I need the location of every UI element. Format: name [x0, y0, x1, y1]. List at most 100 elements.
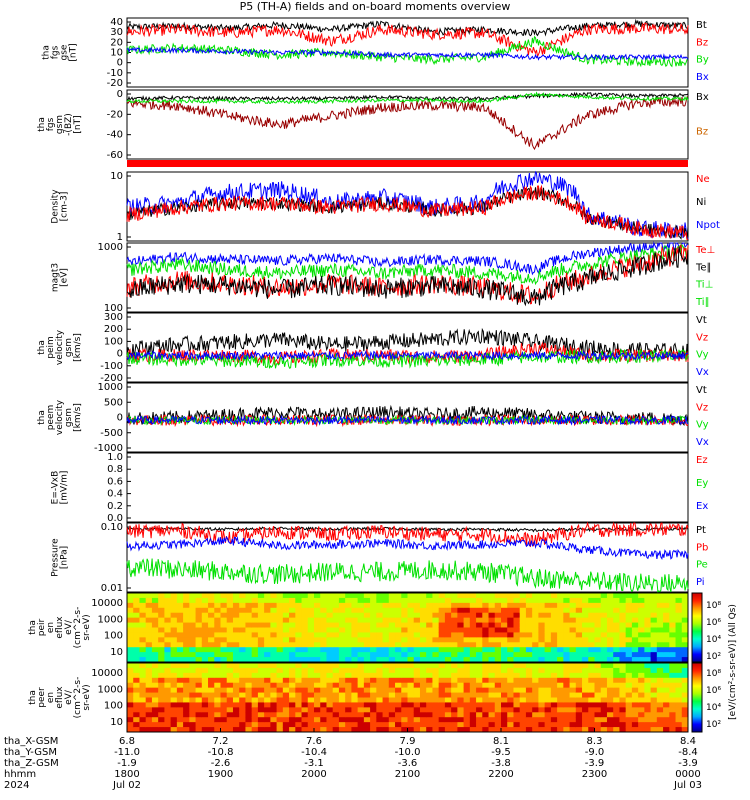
heatmap-cell	[575, 612, 583, 619]
heatmap-cell	[457, 682, 465, 689]
heatmap-cell	[332, 597, 340, 604]
heatmap-cell	[494, 617, 502, 624]
heatmap-cell	[488, 692, 496, 698]
heatmap-cell	[370, 667, 377, 674]
heatmap-cell	[401, 652, 408, 658]
ytick-label: 200	[104, 324, 123, 335]
heatmap-cell	[363, 597, 371, 604]
heatmap-cell	[544, 597, 552, 604]
heatmap-cell	[370, 652, 377, 658]
heatmap-cell	[257, 637, 265, 643]
heatmap-cell	[519, 672, 527, 679]
ylabel-fgs-gse: [nT]	[69, 43, 79, 61]
heatmap-cell	[133, 722, 140, 728]
heatmap-cell	[563, 663, 571, 669]
heatmap-cell	[513, 677, 521, 684]
heatmap-cell	[127, 647, 134, 653]
ytick-label: 10000	[91, 668, 123, 679]
heatmap-cell	[183, 642, 190, 648]
heatmap-cell	[600, 722, 608, 728]
heatmap-cell	[195, 597, 203, 604]
heatmap-cell	[413, 692, 421, 698]
heatmap-cell	[575, 657, 583, 663]
heatmap-cell	[189, 597, 197, 604]
heatmap-cell	[606, 702, 614, 708]
heatmap-cell	[413, 652, 421, 658]
heatmap-cell	[594, 663, 602, 669]
heatmap-cell	[519, 663, 527, 669]
heatmap-cell	[463, 702, 471, 708]
heatmap-cell	[139, 707, 147, 713]
heatmap-cell	[681, 617, 689, 624]
heatmap-cell	[251, 607, 259, 614]
heatmap-cell	[675, 712, 683, 718]
heatmap-cell	[575, 722, 583, 728]
heatmap-cell	[569, 672, 577, 679]
heatmap-cell	[127, 692, 134, 698]
heatmap-cell	[320, 697, 327, 703]
heatmap-cell	[413, 622, 421, 628]
heatmap-cell	[519, 627, 527, 633]
heatmap-cell	[463, 667, 471, 674]
heatmap-cell	[457, 622, 465, 628]
heatmap-cell	[276, 712, 284, 718]
heatmap-cell	[158, 617, 165, 624]
heatmap-cell	[301, 642, 309, 648]
heatmap-cell	[183, 663, 190, 669]
heatmap-cell	[513, 597, 521, 604]
heatmap-cell	[407, 692, 415, 698]
heatmap-cell	[469, 712, 477, 718]
heatmap-cell	[494, 597, 502, 604]
ylabel-peer-eflux: tha	[28, 690, 38, 705]
heatmap-cell	[139, 702, 147, 708]
heatmap-cell	[656, 692, 664, 698]
heatmap-cell	[170, 672, 178, 679]
heatmap-cell	[644, 707, 652, 713]
heatmap-cell	[139, 597, 147, 604]
heatmap-cell	[201, 652, 209, 658]
heatmap-cell	[638, 722, 645, 728]
heatmap-cell	[407, 593, 415, 599]
heatmap-cell	[388, 657, 396, 663]
series-Pe	[126, 558, 689, 594]
heatmap-cell	[438, 677, 446, 684]
ytick-label: 10	[110, 48, 123, 59]
heatmap-cell	[476, 642, 483, 648]
heatmap-cell	[245, 687, 253, 694]
heatmap-cell	[669, 612, 677, 619]
heatmap-cell	[432, 593, 440, 599]
heatmap-cell	[594, 627, 602, 633]
heatmap-cell	[295, 657, 303, 663]
heatmap-cell	[507, 677, 514, 684]
heatmap-cell	[351, 652, 359, 658]
heatmap-cell	[438, 707, 446, 713]
heatmap-cell	[208, 727, 215, 733]
ylabel-peim-velocity: gsm	[64, 338, 74, 357]
heatmap-cell	[656, 627, 664, 633]
heatmap-cell	[513, 707, 521, 713]
heatmap-cell	[557, 722, 564, 728]
heatmap-cell	[314, 617, 321, 624]
heatmap-cell	[532, 597, 539, 604]
heatmap-cell	[226, 612, 234, 619]
heatmap-cell	[289, 672, 296, 679]
heatmap-cell	[139, 652, 147, 658]
heatmap-cell	[432, 712, 440, 718]
heatmap-cell	[332, 602, 340, 609]
heatmap-cell	[544, 602, 552, 609]
heatmap-cell	[301, 657, 309, 663]
panel-frame-density	[126, 171, 689, 242]
heatmap-cell	[501, 652, 508, 658]
heatmap-cell	[606, 697, 614, 703]
heatmap-cell	[139, 692, 147, 698]
heatmap-cell	[220, 702, 228, 708]
heatmap-cell	[320, 672, 327, 679]
heatmap-cell	[245, 707, 253, 713]
heatmap-cell	[201, 622, 209, 628]
heatmap-cell	[232, 707, 240, 713]
heatmap-cell	[638, 702, 645, 708]
legend-label: Vz	[696, 402, 708, 413]
heatmap-cell	[388, 727, 396, 733]
colorbar-tick-label: 10⁶	[706, 618, 721, 628]
heatmap-cell	[239, 687, 246, 694]
